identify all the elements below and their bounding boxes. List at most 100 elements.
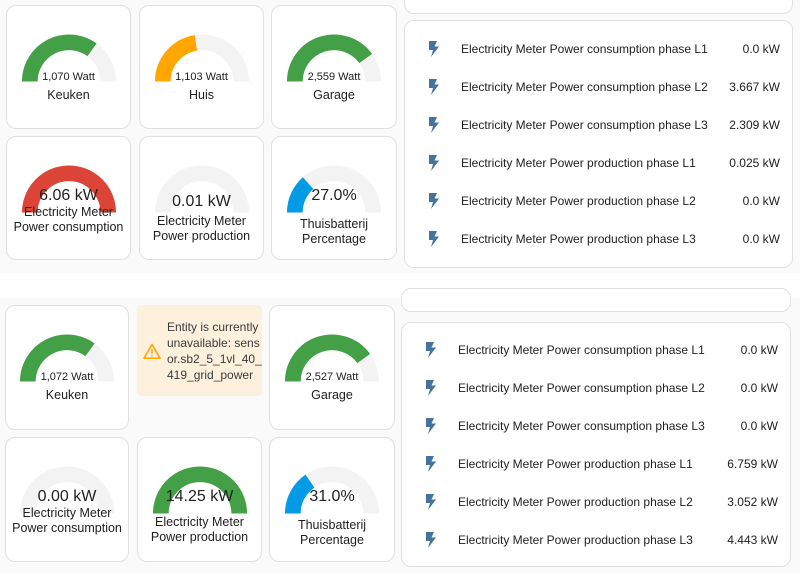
- entity-value: 3.052 kW: [727, 495, 778, 509]
- entity-row[interactable]: Electricity Meter Power production phase…: [402, 483, 790, 521]
- gauge-card[interactable]: 1,072 Watt Keuken: [5, 305, 129, 430]
- partial-card: [401, 288, 791, 312]
- dashboard-top: Electricity Meter Power consumption phas…: [0, 0, 800, 273]
- entity-value: 0.0 kW: [742, 42, 780, 56]
- entity-row[interactable]: Electricity Meter Power production phase…: [402, 445, 790, 483]
- entity-label: Electricity Meter Power consumption phas…: [461, 42, 708, 56]
- gauge-card[interactable]: 1,070 Watt Keuken: [6, 5, 131, 129]
- gauge-name: Huis: [188, 88, 214, 102]
- gauge-card[interactable]: 31.0% Thuisbatterij Percentage: [269, 437, 395, 562]
- flash-icon: [426, 342, 436, 358]
- dashboard-bottom: Electricity Meter Power consumption phas…: [0, 288, 800, 573]
- entities-card: Electricity Meter Power consumption phas…: [401, 322, 791, 567]
- entity-value: 6.759 kW: [727, 457, 778, 471]
- entity-label: Electricity Meter Power consumption phas…: [458, 381, 705, 395]
- flash-icon: [429, 155, 439, 171]
- entity-label: Electricity Meter Power consumption phas…: [458, 419, 705, 433]
- gauge-fill: [284, 474, 315, 514]
- flash-icon: [426, 418, 436, 434]
- gauge-arc: [154, 165, 249, 213]
- gauge-arc: [21, 165, 116, 213]
- gauge-card[interactable]: 27.0% Thuisbatterij Percentage: [271, 136, 397, 260]
- gauge-name: Electricity Meter Power production: [152, 214, 251, 243]
- flash-icon: [429, 231, 439, 247]
- gauge-fill: [284, 334, 371, 382]
- gauge-value: 27.0%: [311, 187, 357, 204]
- gauge-name: Electricity Meter Power consumption: [12, 506, 122, 535]
- entity-label: Electricity Meter Power production phase…: [461, 194, 696, 208]
- flash-icon: [429, 193, 439, 209]
- gauge-value: 31.0%: [309, 488, 355, 505]
- gauge-arc: [21, 34, 116, 82]
- entity-value: 0.025 kW: [729, 156, 780, 170]
- gauge-card[interactable]: 2,527 Watt Garage: [269, 305, 395, 430]
- gauge-arc: [286, 165, 382, 213]
- entity-value: 0.0 kW: [740, 381, 778, 395]
- entity-row[interactable]: Electricity Meter Power consumption phas…: [405, 30, 792, 68]
- entity-label: Electricity Meter Power production phase…: [461, 232, 696, 246]
- gauge-value: 1,072 Watt: [40, 371, 94, 383]
- gauge-card[interactable]: 2,559 Watt Garage: [271, 5, 397, 129]
- gauge-card[interactable]: 0.01 kW Electricity Meter Power producti…: [139, 136, 264, 260]
- gauge-track: [19, 466, 115, 514]
- gauge-fill: [154, 35, 198, 82]
- gauge-card[interactable]: 0.00 kW Electricity Meter Power consumpt…: [5, 437, 129, 562]
- gauge-fill: [21, 165, 116, 213]
- gauge-name: Electricity Meter Power production: [150, 515, 249, 544]
- entity-value: 0.0 kW: [742, 232, 780, 246]
- entity-row[interactable]: Electricity Meter Power consumption phas…: [405, 68, 792, 106]
- gauge-name: Garage: [311, 388, 353, 402]
- flash-icon: [426, 494, 436, 510]
- entity-row[interactable]: Electricity Meter Power consumption phas…: [402, 369, 790, 407]
- entity-row[interactable]: Electricity Meter Power consumption phas…: [402, 407, 790, 445]
- gauge-name: Electricity Meter Power consumption: [13, 205, 124, 234]
- gauge-fill: [21, 34, 97, 82]
- gauge-fill: [286, 177, 314, 213]
- gauge-value: 2,559 Watt: [307, 71, 361, 83]
- entity-value: 2.309 kW: [729, 118, 780, 132]
- entity-label: Electricity Meter Power consumption phas…: [461, 118, 708, 132]
- gauge-fill: [19, 334, 95, 382]
- entity-value: 3.667 kW: [729, 80, 780, 94]
- flash-icon: [429, 79, 439, 95]
- gauge-card[interactable]: 1,103 Watt Huis: [139, 5, 264, 129]
- entity-label: Electricity Meter Power production phase…: [458, 495, 693, 509]
- entity-row[interactable]: Electricity Meter Power production phase…: [402, 521, 790, 559]
- gauge-value: 1,103 Watt: [175, 71, 228, 83]
- partial-card: [404, 0, 793, 14]
- entity-label: Electricity Meter Power consumption phas…: [458, 343, 705, 357]
- gauge-value: 1,070 Watt: [42, 71, 95, 83]
- gauge-value: 0.01 kW: [172, 193, 231, 210]
- entity-unavailable-warning: Entity is currently unavailable: sensor.…: [137, 305, 262, 396]
- flash-icon: [429, 41, 439, 57]
- entity-row[interactable]: Electricity Meter Power production phase…: [405, 220, 792, 258]
- gauge-arc: [152, 466, 247, 514]
- entity-value: 0.0 kW: [740, 419, 778, 433]
- entity-row[interactable]: Electricity Meter Power production phase…: [405, 144, 792, 182]
- gauge-card[interactable]: 14.25 kW Electricity Meter Power product…: [137, 437, 262, 562]
- gauge-value: 14.25 kW: [165, 488, 234, 505]
- flash-icon: [426, 532, 436, 548]
- gauge-arc: [286, 34, 382, 82]
- gauge-arc: [19, 334, 115, 382]
- gauge-name: Thuisbatterij Percentage: [299, 217, 369, 246]
- warning-text: Entity is currently unavailable: sensor.…: [167, 319, 262, 382]
- alert-triangle-icon: [143, 343, 161, 359]
- entity-row[interactable]: Electricity Meter Power consumption phas…: [405, 106, 792, 144]
- flash-icon: [426, 456, 436, 472]
- gauge-value: 2,527 Watt: [305, 371, 359, 383]
- gauge-arc: [19, 466, 115, 514]
- entity-row[interactable]: Electricity Meter Power consumption phas…: [402, 331, 790, 369]
- entity-row[interactable]: Electricity Meter Power production phase…: [405, 182, 792, 220]
- gauge-card[interactable]: 6.06 kW Electricity Meter Power consumpt…: [6, 136, 131, 260]
- entity-value: 0.0 kW: [740, 343, 778, 357]
- gauge-name: Keuken: [45, 388, 89, 402]
- gauge-name: Thuisbatterij Percentage: [297, 518, 367, 547]
- gauge-fill: [152, 466, 247, 514]
- entity-label: Electricity Meter Power production phase…: [461, 156, 696, 170]
- entity-label: Electricity Meter Power production phase…: [458, 457, 693, 471]
- entity-value: 4.443 kW: [727, 533, 778, 547]
- entities-card: Electricity Meter Power consumption phas…: [404, 20, 793, 268]
- flash-icon: [426, 380, 436, 396]
- gauge-arc: [154, 34, 249, 82]
